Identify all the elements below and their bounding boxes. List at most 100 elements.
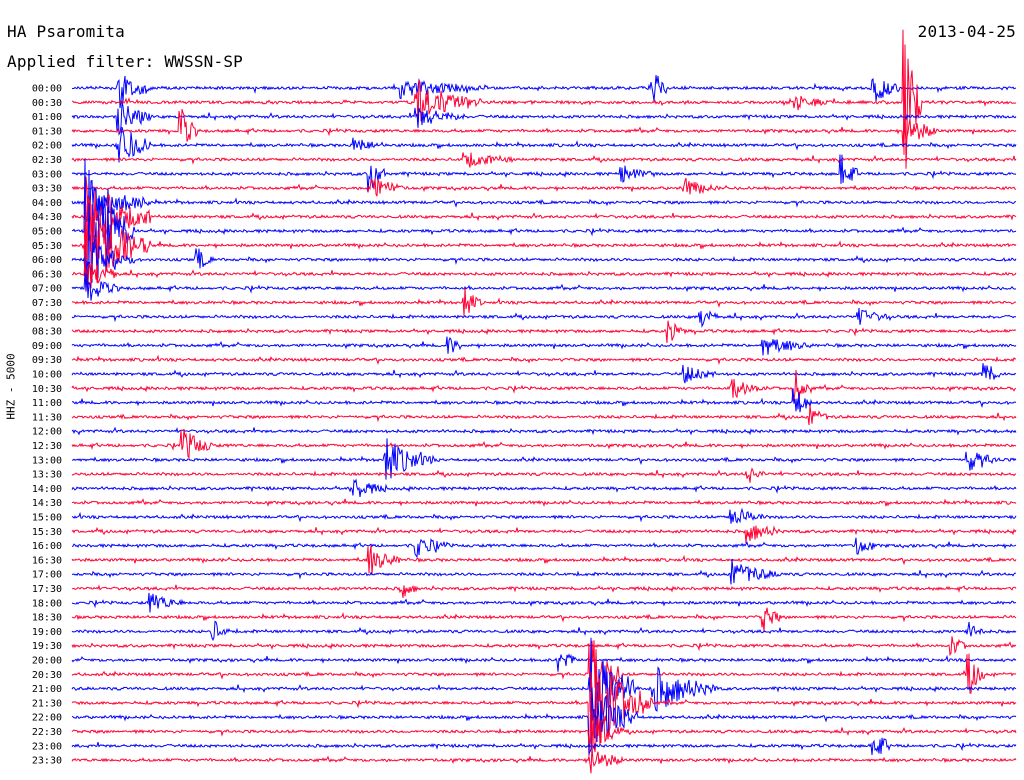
seismic-trace	[71, 426, 1017, 436]
seismic-trace	[71, 363, 1017, 384]
row-time-label: 20:30	[32, 670, 62, 681]
seismic-trace	[71, 620, 1017, 642]
seismic-trace	[71, 176, 1017, 257]
row-time-label: 05:00	[32, 227, 62, 238]
row-time-label: 06:30	[32, 269, 62, 280]
seismic-trace	[71, 507, 1017, 524]
row-time-label: 01:30	[32, 126, 62, 137]
seismic-trace	[71, 242, 1017, 278]
seismic-trace	[71, 438, 1017, 480]
row-time-label: 00:00	[32, 84, 62, 95]
seismic-trace	[71, 687, 1017, 756]
seismic-trace	[71, 388, 1017, 413]
row-time-label: 10:00	[32, 370, 62, 381]
row-time-label: 13:30	[32, 470, 62, 481]
seismic-trace	[71, 640, 1017, 712]
seismic-trace	[71, 592, 1016, 613]
seismic-trace	[71, 636, 1017, 657]
seismic-trace	[71, 336, 1017, 356]
row-time-label: 08:30	[32, 327, 62, 338]
seismic-trace	[71, 525, 1017, 544]
seismic-trace	[71, 607, 1017, 633]
station-title: HA Psaromita	[7, 22, 125, 41]
row-time-label: 17:00	[32, 570, 62, 581]
seismic-trace	[71, 369, 1017, 403]
row-time-label: 16:00	[32, 541, 62, 552]
row-time-label: 04:30	[32, 212, 62, 223]
seismic-trace	[71, 354, 1017, 366]
row-time-label: 14:00	[32, 484, 62, 495]
seismic-trace	[71, 320, 1016, 343]
row-time-label: 23:30	[32, 756, 62, 767]
row-time-label: 01:00	[32, 112, 62, 123]
seismic-trace	[71, 637, 1017, 739]
seismic-trace	[71, 29, 1017, 169]
row-time-label: 07:00	[32, 284, 62, 295]
row-time-label: 02:30	[32, 155, 62, 166]
row-time-label: 22:00	[32, 713, 62, 724]
seismic-trace	[71, 75, 1017, 109]
row-time-label: 13:00	[32, 455, 62, 466]
row-time-label: 12:30	[32, 441, 62, 452]
seismic-trace	[71, 102, 1017, 136]
row-time-label: 10:30	[32, 384, 62, 395]
row-time-label: 08:00	[32, 312, 62, 323]
seismic-trace	[71, 195, 1017, 283]
seismic-trace	[71, 584, 1017, 598]
row-time-label: 09:00	[32, 341, 62, 352]
date-label: 2013-04-25	[917, 22, 1016, 41]
seismic-trace	[71, 177, 1017, 197]
row-time-label: 12:00	[32, 427, 62, 438]
seismic-trace	[71, 558, 1017, 585]
row-time-label: 16:30	[32, 555, 62, 566]
row-time-label: 15:30	[32, 527, 62, 538]
row-time-label: 09:30	[32, 355, 62, 366]
seismic-trace	[71, 537, 1017, 559]
row-time-label: 21:00	[32, 684, 62, 695]
seismic-trace	[71, 545, 1017, 575]
row-time-label: 21:30	[32, 698, 62, 709]
seismic-trace	[71, 737, 1017, 755]
seismic-trace	[71, 179, 1017, 223]
row-time-label: 18:00	[32, 598, 62, 609]
seismic-trace	[71, 428, 1017, 459]
row-time-label: 11:00	[32, 398, 62, 409]
seismic-trace	[71, 709, 1017, 753]
seismic-trace	[71, 287, 1017, 317]
row-time-label: 11:30	[32, 412, 62, 423]
row-time-label: 14:30	[32, 498, 62, 509]
row-time-label: 19:00	[32, 627, 62, 638]
row-time-label: 03:00	[32, 169, 62, 180]
row-time-label: 23:00	[32, 741, 62, 752]
seismic-trace	[71, 126, 1017, 163]
row-time-label: 15:00	[32, 513, 62, 524]
row-time-label: 05:30	[32, 241, 62, 252]
seismic-trace	[71, 478, 1017, 497]
seismic-trace	[72, 158, 1017, 285]
seismic-trace	[71, 653, 1017, 672]
seismic-trace	[71, 108, 1017, 148]
row-time-label: 02:00	[32, 141, 62, 152]
seismic-trace	[71, 405, 1017, 426]
seismic-trace	[71, 745, 1017, 774]
seismic-trace	[71, 665, 1017, 757]
row-time-label: 17:30	[32, 584, 62, 595]
row-time-label: 06:00	[32, 255, 62, 266]
seismic-trace	[71, 498, 1017, 507]
seismic-trace	[71, 272, 1017, 301]
row-time-label: 20:00	[32, 656, 62, 667]
row-time-label: 07:30	[32, 298, 62, 309]
seismic-trace	[71, 307, 1017, 328]
seismic-trace	[71, 467, 1017, 483]
row-time-label: 03:30	[32, 184, 62, 195]
row-time-label: 00:30	[32, 98, 62, 109]
row-time-label: 19:30	[32, 641, 62, 652]
seismic-trace	[71, 260, 1017, 292]
row-time-label: 04:00	[32, 198, 62, 209]
row-time-label: 18:30	[32, 613, 62, 624]
seismic-trace	[71, 152, 1017, 168]
row-time-label: 22:30	[32, 727, 62, 738]
filter-label: Applied filter: WWSSN-SP	[7, 52, 243, 71]
seismic-trace	[71, 154, 1017, 193]
